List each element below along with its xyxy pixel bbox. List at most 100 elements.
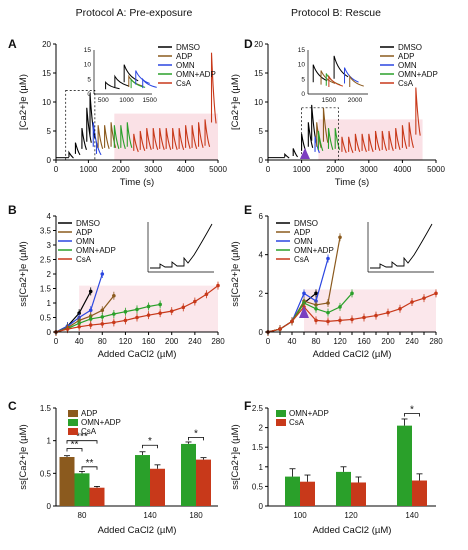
arrow-marker xyxy=(299,306,309,318)
x-tick-label: 2000 xyxy=(326,165,344,174)
trace-spike xyxy=(388,130,394,152)
x-tick-label: 0 xyxy=(54,165,59,174)
trace-spike xyxy=(341,136,347,154)
shaded-region xyxy=(304,289,436,332)
x-tick-label: 120 xyxy=(344,511,358,520)
legend-label: DMSO xyxy=(398,43,422,52)
sig-label: * xyxy=(194,428,198,439)
column-title-right: Protocol B: Rescue xyxy=(291,7,381,19)
legend-label: OMN+ADP xyxy=(289,409,329,418)
inset-y-tick: 0 xyxy=(301,91,305,98)
trace-spike xyxy=(159,128,165,151)
y-tick-label: 2.5 xyxy=(40,256,52,265)
trace-spike xyxy=(86,107,92,143)
data-point xyxy=(123,318,128,323)
bar xyxy=(351,482,366,506)
data-point xyxy=(146,313,151,317)
trace-spike xyxy=(401,125,408,149)
y-tick-label: 6 xyxy=(259,212,264,221)
y-tick-label: 5 xyxy=(47,127,52,136)
legend-label: ADP xyxy=(176,52,192,61)
trace-spike xyxy=(334,128,341,151)
panel-label: D xyxy=(244,37,253,51)
bar xyxy=(300,481,315,506)
inset-y-tick: 10 xyxy=(84,62,92,69)
data-point xyxy=(100,322,105,326)
x-tick-label: 120 xyxy=(119,337,133,346)
x-tick-label: 5000 xyxy=(427,165,445,174)
inset-y-tick: 10 xyxy=(298,62,306,69)
x-tick-label: 100 xyxy=(293,511,307,520)
trace-spike xyxy=(152,128,159,151)
x-tick-label: 3000 xyxy=(144,165,162,174)
legend-label: DMSO xyxy=(294,219,318,228)
legend-swatch xyxy=(68,410,78,417)
x-axis-label: Time (s) xyxy=(335,177,369,188)
sig-label: * xyxy=(148,436,152,447)
data-point xyxy=(100,315,105,319)
x-tick-label: 140 xyxy=(405,511,419,520)
series-line xyxy=(55,303,161,333)
arrow-marker xyxy=(299,148,310,159)
legend-label: ADP xyxy=(294,228,310,237)
data-point xyxy=(135,315,139,320)
legend-swatch xyxy=(276,410,286,417)
trace-spike xyxy=(415,87,421,136)
data-point xyxy=(100,308,105,313)
bar xyxy=(181,443,196,506)
data-point xyxy=(374,313,378,318)
trace-spike xyxy=(133,133,139,153)
data-point xyxy=(434,291,438,296)
bar xyxy=(89,487,105,506)
data-point xyxy=(123,309,128,314)
data-point xyxy=(326,256,330,261)
trace-spike xyxy=(408,122,415,148)
y-tick-label: 20 xyxy=(42,40,51,49)
x-axis-label: Added CaCl2 (µM) xyxy=(313,525,392,536)
x-tick-label: 40 xyxy=(288,337,297,346)
x-tick-label: 0 xyxy=(266,165,271,174)
inset-trace xyxy=(328,74,343,87)
bar xyxy=(285,476,300,506)
inset-trace xyxy=(142,77,157,89)
data-point xyxy=(326,310,330,315)
x-tick-label: 280 xyxy=(429,337,443,346)
trace-spike xyxy=(126,122,133,148)
x-axis-label: Added CaCl2 (µM) xyxy=(98,525,177,536)
data-point xyxy=(216,283,220,288)
trace-spike xyxy=(146,128,152,151)
trace-spike xyxy=(68,150,74,159)
y-tick-label: 1 xyxy=(259,463,264,472)
y-tick-label: 4 xyxy=(47,212,52,221)
inset-x-tick: 1500 xyxy=(142,97,157,104)
legend-label: CsA xyxy=(398,79,414,88)
x-tick-label: 240 xyxy=(188,337,202,346)
sig-label: * xyxy=(410,404,414,415)
legend-label: CsA xyxy=(289,418,305,427)
y-tick-label: 0.5 xyxy=(40,469,52,478)
inset-trace xyxy=(370,223,433,269)
inset-trace xyxy=(312,64,328,83)
inset-x-tick: 1500 xyxy=(322,97,337,104)
inset-x-tick: 1000 xyxy=(119,97,134,104)
bar xyxy=(135,455,150,506)
data-point xyxy=(112,320,116,325)
data-point xyxy=(100,272,105,276)
y-tick-label: 0 xyxy=(47,502,52,511)
legend-label: OMN xyxy=(294,237,313,246)
sig-bracket xyxy=(404,413,420,417)
x-axis-label: Added CaCl2 (µM) xyxy=(98,349,177,360)
y-axis-label: ss[Ca2+]e (µM) xyxy=(230,424,241,489)
bar xyxy=(74,473,90,506)
data-point xyxy=(112,312,116,316)
data-point xyxy=(193,299,197,304)
inset-trace xyxy=(344,67,359,84)
inset-trace xyxy=(150,223,213,269)
legend-swatch xyxy=(276,419,286,426)
x-tick-label: 280 xyxy=(211,337,225,346)
legend-label: ADP xyxy=(398,52,414,61)
data-point xyxy=(326,319,330,324)
data-point xyxy=(338,318,342,323)
trace-spike xyxy=(327,128,334,151)
legend-label: OMN xyxy=(176,61,195,70)
